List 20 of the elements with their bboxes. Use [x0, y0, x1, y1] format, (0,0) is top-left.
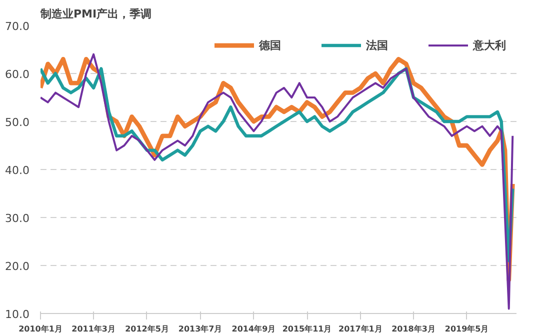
y-tick-label: 30.0	[5, 212, 30, 225]
y-tick-label: 50.0	[5, 116, 30, 129]
y-tick-label: 40.0	[5, 164, 30, 177]
x-tick-label: 2011年3月	[72, 324, 116, 334]
y-tick-label: 20.0	[5, 260, 30, 273]
y-tick-label: 70.0	[5, 20, 30, 33]
x-tick-label: 2012年5月	[125, 324, 169, 334]
legend-label: 德国	[259, 38, 281, 52]
x-tick-label: 2017年1月	[338, 324, 382, 334]
y-tick-label: 10.0	[5, 308, 30, 321]
x-tick-label: 2015年11月	[282, 324, 332, 334]
legend-label: 法国	[366, 38, 388, 52]
x-tick-label: 2019年5月	[444, 324, 489, 334]
x-tick-label: 2010年1月	[18, 324, 62, 334]
chart-title: 制造业PMI产出，季调	[40, 8, 152, 20]
x-tick-label: 2014年9月	[232, 324, 276, 334]
x-tick-label: 2018年3月	[392, 324, 436, 334]
x-tick-label: 2013年7月	[178, 324, 222, 334]
legend-label: 意大利	[473, 38, 506, 52]
y-tick-label: 60.0	[5, 68, 30, 81]
